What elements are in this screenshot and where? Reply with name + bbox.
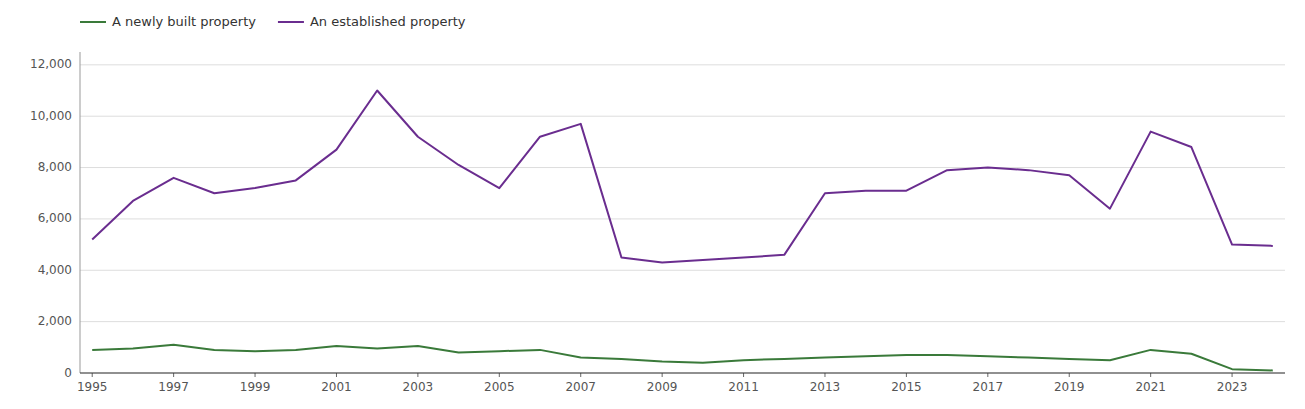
plot-area (92, 91, 1273, 371)
grid-line (80, 116, 1285, 117)
x-tick-label: 2003 (403, 380, 434, 394)
legend-item: A newly built property (80, 14, 256, 29)
chart-svg: 02,0004,0006,0008,00010,00012,0001995199… (0, 0, 1305, 409)
grid-line (80, 373, 1285, 374)
series-line (92, 345, 1273, 371)
x-axis-line (80, 372, 1285, 373)
x-tick-label: 2001 (321, 380, 352, 394)
legend-label: A newly built property (112, 14, 256, 29)
legend-item: An established property (278, 14, 466, 29)
y-tick-label: 6,000 (38, 211, 72, 225)
y-axis-line (80, 52, 81, 373)
x-tick-label: 1997 (158, 380, 189, 394)
x-tick-label: 2007 (565, 380, 596, 394)
legend-swatch (80, 21, 106, 23)
grid-line (80, 270, 1285, 271)
grid-line (80, 64, 1285, 65)
x-tick-label: 2023 (1217, 380, 1248, 394)
y-tick-label: 12,000 (30, 57, 72, 71)
chart-container: 02,0004,0006,0008,00010,00012,0001995199… (0, 0, 1305, 409)
x-tick-label: 2011 (728, 380, 759, 394)
x-tick-label: 2015 (891, 380, 922, 394)
series-line (92, 91, 1273, 263)
y-tick-label: 4,000 (38, 263, 72, 277)
x-tick-label: 2009 (647, 380, 678, 394)
grid-line (80, 321, 1285, 322)
y-tick-label: 0 (64, 366, 72, 380)
x-tick-label: 2017 (973, 380, 1004, 394)
x-tick-label: 2013 (810, 380, 841, 394)
grid-line (80, 218, 1285, 219)
x-tick-label: 2021 (1135, 380, 1166, 394)
x-axis: 1995 1997 1999 2001 2003 2005 2007 2009 2011 2013… (77, 373, 1285, 394)
x-tick-label: 2005 (484, 380, 515, 394)
x-tick-label: 1999 (240, 380, 271, 394)
x-tick-label: 2019 (1054, 380, 1085, 394)
y-tick-label: 2,000 (38, 314, 72, 328)
legend-swatch (278, 21, 304, 23)
legend: A newly built property An established pro… (80, 14, 466, 29)
y-tick-label: 10,000 (30, 109, 72, 123)
grid-line (80, 167, 1285, 168)
x-tick-label: 1995 (77, 380, 108, 394)
legend-label: An established property (310, 14, 466, 29)
y-axis: 0 2,000 4,000 6,000 8,000 10,000 12,000 (30, 52, 1285, 380)
y-tick-label: 8,000 (38, 160, 72, 174)
